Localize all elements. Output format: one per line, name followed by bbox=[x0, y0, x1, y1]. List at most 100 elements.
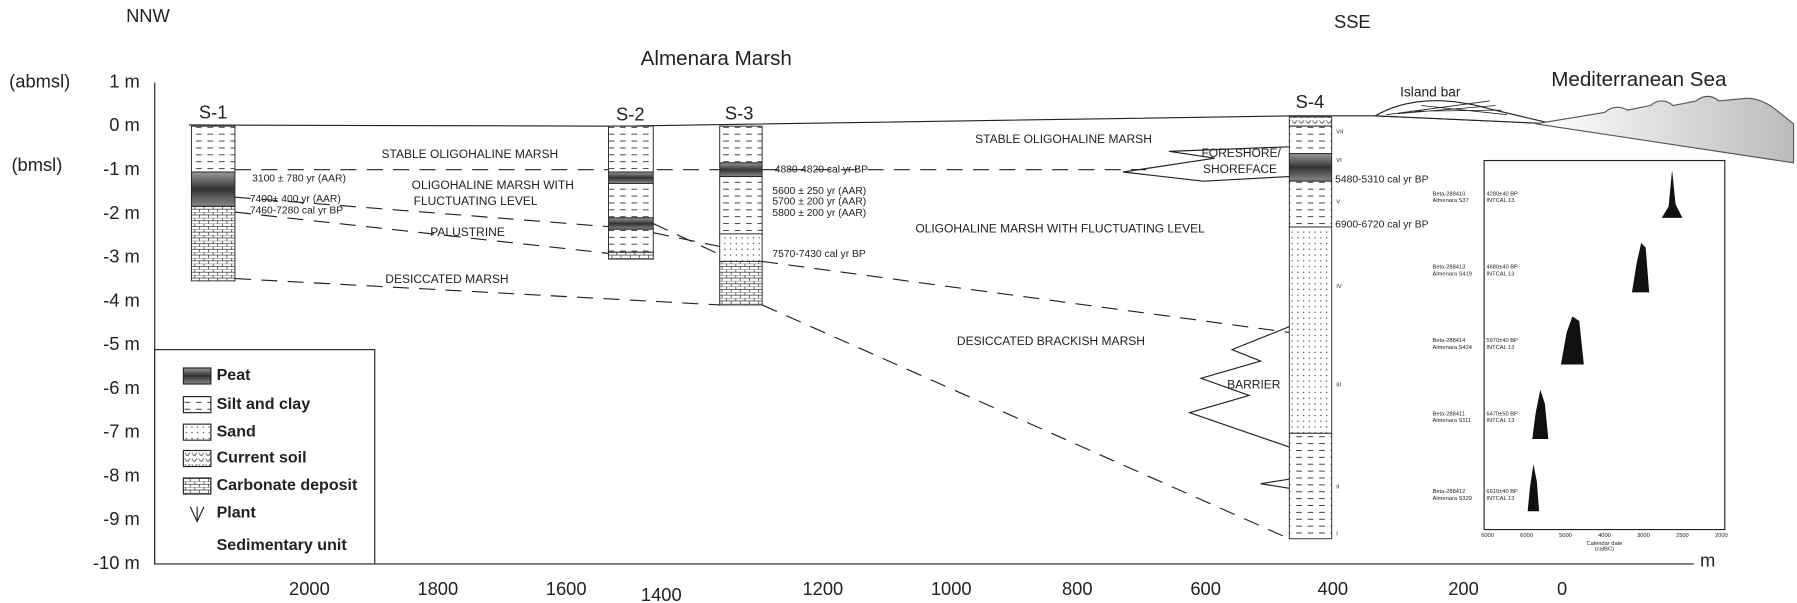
x-tick-label: 200 bbox=[1448, 578, 1479, 599]
x-tick-label: 800 bbox=[1062, 578, 1093, 599]
inset-tick: 2000 bbox=[1715, 533, 1728, 539]
inset-tick: 6000 bbox=[1481, 533, 1494, 539]
unit-label: IV bbox=[1336, 284, 1342, 290]
date-label: 6900-6720 cal yr BP bbox=[1335, 219, 1428, 230]
facies-label: DESICCATED MARSH bbox=[385, 272, 508, 286]
facies-label: STABLE OLIGOHALINE MARSH bbox=[975, 132, 1152, 146]
date-label: 5480-5310 cal yr BP bbox=[1335, 175, 1428, 186]
sample-curve: INTCAL 13 bbox=[1486, 272, 1514, 278]
sample-curve: INTCAL 13 bbox=[1486, 418, 1514, 424]
legend-swatch bbox=[183, 478, 211, 494]
x-axis-unit: m bbox=[1700, 549, 1715, 570]
y-tick-label: -1 m bbox=[103, 158, 140, 179]
legend-label: Sand bbox=[217, 422, 256, 440]
y-tick-label: -8 m bbox=[103, 464, 140, 485]
x-tick-label: 2000 bbox=[289, 578, 330, 599]
y-axis-note: (bmsl) bbox=[11, 154, 62, 175]
x-tick-label: 1000 bbox=[931, 578, 972, 599]
sample-site: Almenara S329 bbox=[1433, 496, 1472, 502]
facies-label: SHOREFACE bbox=[1203, 162, 1277, 176]
sample-site: Almenara S419 bbox=[1433, 272, 1472, 278]
sample-site: Almenara S424 bbox=[1433, 345, 1473, 351]
sample-age: 4680±40 BP bbox=[1486, 265, 1518, 271]
inset-tick: 4000 bbox=[1598, 533, 1611, 539]
y-tick-label: -7 m bbox=[103, 421, 140, 442]
y-tick-label: -10 m bbox=[93, 552, 140, 573]
core-label: S-1 bbox=[199, 101, 228, 122]
legend-label: Peat bbox=[217, 366, 252, 384]
y-tick-label: 0 m bbox=[109, 114, 140, 135]
inset-box bbox=[1484, 161, 1725, 530]
legend-label: Current soil bbox=[217, 449, 307, 467]
inset-axis-unit: (calBC) bbox=[1595, 547, 1614, 553]
sample-id: Beta-288414 bbox=[1433, 338, 1467, 344]
page: {"orientation":{"left":"NNW","right":"SS… bbox=[0, 0, 1797, 603]
y-tick-label: -9 m bbox=[103, 508, 140, 529]
sample-age: 4280±40 BP bbox=[1486, 191, 1518, 197]
cross-section: NNWSSEAlmenara MarshMediterranean SeaIsl… bbox=[0, 0, 1797, 603]
x-tick-label: 0 bbox=[1557, 578, 1567, 599]
facies-label: OLIGOHALINE MARSH WITH FLUCTUATING LEVEL bbox=[915, 221, 1205, 235]
date-label: 7460-7280 cal yr BP bbox=[250, 206, 343, 217]
y-tick-label: -5 m bbox=[103, 333, 140, 354]
unit-label: VI bbox=[1336, 158, 1342, 164]
unit-label: III bbox=[1336, 383, 1341, 389]
x-tick-label: 1400 bbox=[641, 584, 682, 603]
legend-label: Carbonate deposit bbox=[217, 476, 358, 494]
inset-tick: 6000 bbox=[1520, 533, 1533, 539]
legend-swatch bbox=[183, 368, 211, 384]
sample-curve: INTCAL 13 bbox=[1486, 345, 1514, 351]
unit-label: I bbox=[1336, 532, 1338, 538]
inset-tick: 5000 bbox=[1559, 533, 1572, 539]
legend-swatch bbox=[183, 424, 211, 440]
y-tick-label: -3 m bbox=[103, 246, 140, 267]
facies-label: DESICCATED BRACKISH MARSH bbox=[957, 334, 1145, 348]
sample-id: Beta-288410 bbox=[1433, 191, 1466, 197]
inset-tick: 3000 bbox=[1637, 533, 1650, 539]
sample-age: 6610±40 BP bbox=[1486, 489, 1518, 495]
facies-label: STABLE OLIGOHALINE MARSH bbox=[382, 147, 559, 161]
facies-label: FLUCTUATING LEVEL bbox=[414, 194, 538, 208]
sample-site: Almenara S111 bbox=[1433, 418, 1472, 424]
legend-swatch bbox=[183, 397, 211, 413]
sample-age: 6470±50 BP bbox=[1486, 411, 1518, 417]
sea bbox=[1536, 96, 1794, 162]
y-tick-label: 1 m bbox=[109, 70, 140, 91]
facies-label: PALUSTRINE bbox=[430, 225, 505, 239]
wedge bbox=[1261, 479, 1290, 488]
x-tick-label: 600 bbox=[1190, 578, 1221, 599]
y-tick-label: -2 m bbox=[103, 202, 140, 223]
date-label: 5800 ± 200 yr (AAR) bbox=[772, 208, 866, 219]
legend-swatch bbox=[183, 450, 211, 466]
sample-id: Beta-288412 bbox=[1433, 489, 1466, 495]
date-label: 3100 ± 780 yr (AAR) bbox=[252, 174, 346, 185]
sample-site: Almenara S37 bbox=[1433, 198, 1469, 204]
date-label: 7570-7430 cal yr BP bbox=[772, 249, 865, 260]
direction: NNW bbox=[126, 5, 170, 26]
core-label: S-4 bbox=[1296, 91, 1325, 112]
legend-label: Plant bbox=[217, 504, 257, 522]
island-label: Island bar bbox=[1400, 85, 1461, 100]
date-label: 4880-4820 cal yr BP bbox=[775, 164, 868, 175]
inset-tick: 2500 bbox=[1676, 533, 1689, 539]
direction: SSE bbox=[1334, 11, 1371, 32]
y-axis-note: (abmsl) bbox=[9, 70, 70, 91]
legend-label: Sedimentary unit bbox=[217, 536, 348, 554]
unit-label: VII bbox=[1336, 129, 1343, 135]
x-tick-label: 1600 bbox=[546, 578, 587, 599]
y-tick-label: -4 m bbox=[103, 289, 140, 310]
core-label: S-3 bbox=[725, 103, 754, 124]
x-tick-label: 400 bbox=[1318, 578, 1349, 599]
core-label: S-2 bbox=[616, 104, 645, 125]
facies-label: OLIGOHALINE MARSH WITH bbox=[412, 178, 574, 192]
facies-label: FORESHORE/ bbox=[1201, 146, 1281, 160]
sample-id: Beta-288413 bbox=[1433, 265, 1466, 271]
unit-label: II bbox=[1336, 485, 1340, 491]
facies-label: BARRIER bbox=[1227, 377, 1281, 391]
sample-curve: INTCAL 13 bbox=[1486, 496, 1514, 502]
legend-label: Silt and clay bbox=[217, 395, 311, 413]
sample-id: Beta-288411 bbox=[1433, 411, 1465, 417]
y-tick-label: -6 m bbox=[103, 377, 140, 398]
x-tick-label: 1200 bbox=[802, 578, 843, 599]
sample-curve: INTCAL 13 bbox=[1486, 198, 1514, 204]
